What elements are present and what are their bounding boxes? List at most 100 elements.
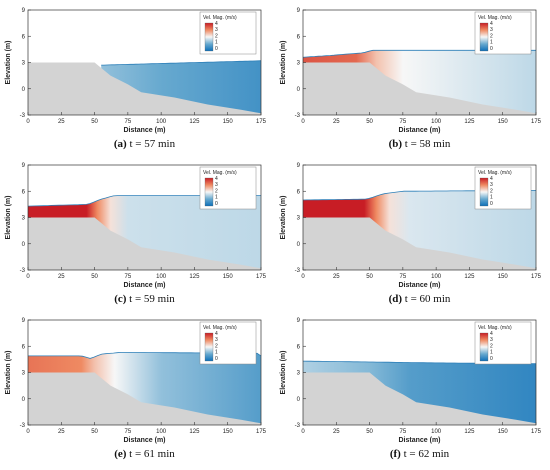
y-tick-label: 6 [22, 34, 26, 40]
x-tick-label: 125 [189, 429, 200, 435]
panel-caption: (e) t = 61 min [114, 448, 175, 460]
legend-tick-label: 2 [490, 33, 493, 39]
legend-tick-label: 3 [215, 182, 218, 188]
x-tick-label: 75 [125, 429, 132, 435]
panel-caption-label: (a) [114, 138, 127, 150]
y-tick-label: -3 [295, 423, 301, 429]
x-tick-label: 25 [333, 119, 340, 125]
legend-tick-label: 3 [215, 27, 218, 33]
bed-terrain [303, 217, 536, 270]
legend-title: Vel. Mag. (m/s) [203, 15, 237, 21]
x-tick-label: 125 [464, 274, 475, 280]
x-tick-label: 0 [26, 429, 30, 435]
legend-tick-label: 4 [215, 176, 218, 182]
y-axis-label: Elevation (m) [5, 41, 12, 85]
y-tick-label: -3 [20, 268, 26, 274]
panel-caption-text: t = 59 min [126, 293, 175, 305]
legend-tick-label: 4 [490, 21, 493, 27]
x-tick-label: 50 [366, 274, 373, 280]
panel-caption-label: (d) [389, 293, 403, 305]
panel-caption: (d) t = 60 min [389, 293, 451, 305]
x-tick-label: 150 [223, 119, 234, 125]
panel-caption: (c) t = 59 min [114, 293, 175, 305]
x-tick-label: 25 [58, 274, 65, 280]
legend-tick-label: 0 [490, 356, 493, 362]
x-tick-label: 175 [531, 274, 542, 280]
legend-tick-label: 1 [215, 195, 218, 201]
x-tick-label: 25 [58, 429, 65, 435]
y-tick-label: 3 [22, 61, 26, 67]
y-tick-label: 6 [297, 189, 301, 195]
x-axis-label: Distance (m) [123, 282, 165, 289]
y-axis-label: Elevation (m) [5, 196, 12, 240]
x-tick-label: 75 [125, 119, 132, 125]
y-tick-label: -3 [20, 423, 26, 429]
legend-tick-label: 2 [215, 33, 218, 39]
y-tick-label: 6 [297, 344, 301, 350]
y-tick-label: 6 [22, 344, 26, 350]
panel-caption-label: (b) [389, 138, 403, 150]
y-tick-label: 9 [22, 8, 26, 14]
x-tick-label: 100 [431, 274, 442, 280]
y-tick-label: 0 [22, 397, 26, 403]
x-tick-label: 75 [400, 429, 407, 435]
colorbar [479, 22, 489, 52]
y-axis-label: Elevation (m) [280, 196, 287, 240]
y-tick-label: 9 [22, 318, 26, 324]
x-tick-label: 50 [366, 119, 373, 125]
x-tick-label: 125 [189, 274, 200, 280]
legend-tick-label: 3 [215, 337, 218, 343]
y-tick-label: 9 [297, 163, 301, 169]
x-tick-label: 150 [498, 274, 509, 280]
y-tick-label: -3 [295, 268, 301, 274]
x-tick-label: 100 [156, 119, 167, 125]
y-tick-label: 9 [297, 318, 301, 324]
bed-terrain [28, 217, 261, 270]
x-tick-label: 0 [26, 274, 30, 280]
legend-title: Vel. Mag. (m/s) [478, 325, 512, 331]
x-tick-label: 150 [223, 429, 234, 435]
panel-caption-label: (e) [114, 448, 127, 460]
panel-caption-text: t = 60 min [402, 293, 451, 305]
x-tick-label: 150 [498, 429, 509, 435]
y-tick-label: 3 [297, 216, 301, 222]
x-tick-label: 175 [256, 274, 267, 280]
legend-tick-label: 4 [215, 331, 218, 337]
y-axis-label: Elevation (m) [280, 41, 287, 85]
legend-title: Vel. Mag. (m/s) [203, 170, 237, 176]
x-tick-label: 150 [498, 119, 509, 125]
panel-caption-text: t = 57 min [127, 138, 176, 150]
panel-caption: (a) t = 57 min [114, 138, 176, 150]
x-tick-label: 0 [301, 274, 305, 280]
legend-tick-label: 0 [215, 356, 218, 362]
x-tick-label: 25 [58, 119, 65, 125]
legend-tick-label: 0 [490, 46, 493, 52]
y-tick-label: 0 [297, 242, 301, 248]
x-tick-label: 125 [189, 119, 200, 125]
y-tick-label: -3 [20, 113, 26, 119]
y-axis-label: Elevation (m) [5, 351, 12, 395]
panel-caption-text: t = 61 min [126, 448, 175, 460]
legend-tick-label: 3 [490, 337, 493, 343]
x-tick-label: 50 [366, 429, 373, 435]
x-tick-label: 100 [431, 429, 442, 435]
x-tick-label: 175 [531, 429, 542, 435]
legend-tick-label: 2 [215, 343, 218, 349]
panel-caption-text: t = 58 min [402, 138, 451, 150]
x-tick-label: 150 [223, 274, 234, 280]
legend-tick-label: 0 [215, 46, 218, 52]
legend-tick-label: 4 [490, 176, 493, 182]
y-axis-label: Elevation (m) [280, 351, 287, 395]
x-tick-label: 75 [400, 274, 407, 280]
legend-tick-label: 4 [215, 21, 218, 27]
panel-caption: (f) t = 62 min [390, 448, 450, 460]
x-tick-label: 175 [531, 119, 542, 125]
x-tick-label: 100 [156, 274, 167, 280]
